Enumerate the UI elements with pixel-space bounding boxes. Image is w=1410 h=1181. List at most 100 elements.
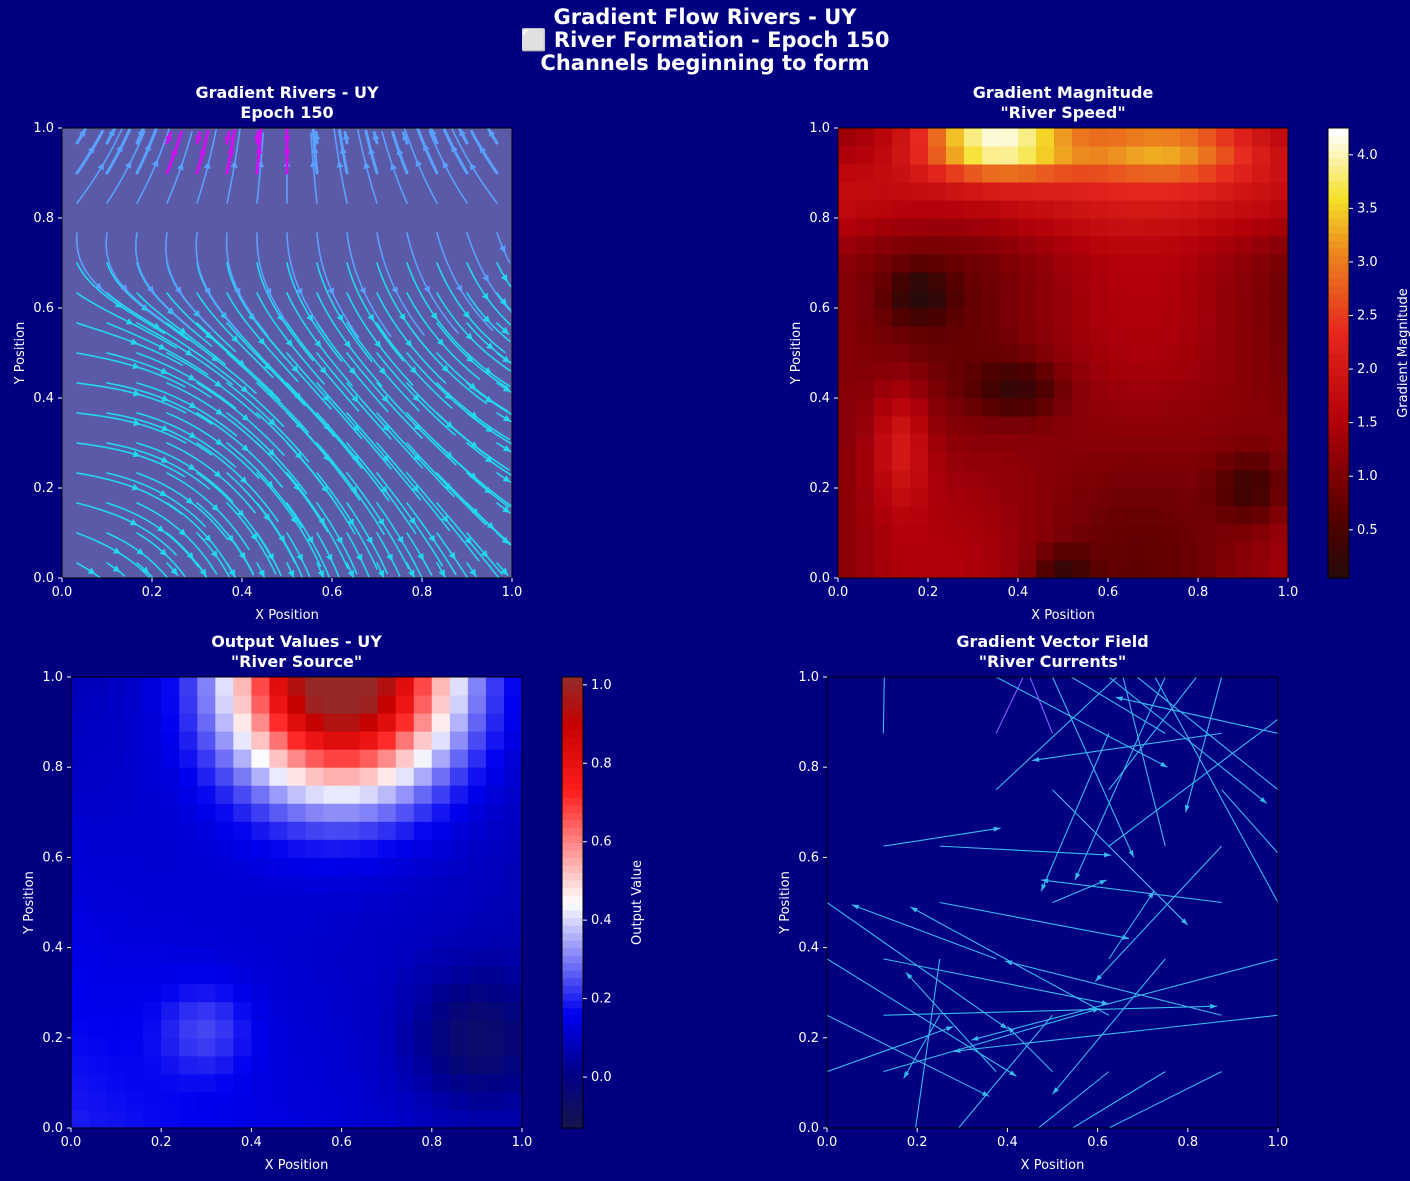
colorbar-tick-label: 0.4 <box>591 913 612 928</box>
heatmap-cell <box>197 1019 216 1039</box>
heatmap-cell <box>197 749 216 768</box>
heatmap-cell <box>503 1109 523 1129</box>
heatmap-cell <box>467 983 487 1003</box>
heatmap-cell <box>377 1109 397 1129</box>
heatmap-cell <box>251 947 270 967</box>
streamline-arrowhead <box>339 146 347 154</box>
heatmap-cell <box>485 1109 505 1129</box>
heatmap-cell <box>874 128 893 147</box>
streamline-arrowhead <box>417 552 424 561</box>
colorbar-tick-label: 2.0 <box>1357 362 1378 377</box>
streamline-arrowhead <box>501 326 509 335</box>
streamline-arrowhead <box>486 342 494 350</box>
heatmap-cell <box>982 506 1001 525</box>
heatmap-cell <box>107 785 126 804</box>
heatmap-cell <box>1018 254 1037 273</box>
heatmap-cell <box>1270 380 1289 399</box>
heatmap-cell <box>431 929 451 949</box>
heatmap-cell <box>215 677 234 696</box>
heatmap-cell <box>503 677 523 696</box>
heatmap-cell <box>107 1091 126 1111</box>
streamline-arrowhead <box>170 147 178 156</box>
colorbar-segment <box>1328 563 1349 572</box>
streamline-arrowhead <box>423 285 430 294</box>
streamline <box>256 532 282 577</box>
heatmap-cell <box>359 929 379 949</box>
streamline <box>346 262 404 362</box>
heatmap-cell <box>395 1019 415 1039</box>
heatmap-cell <box>1270 506 1289 525</box>
heatmap-cell <box>287 677 307 696</box>
heatmap-cell <box>395 767 415 786</box>
streamline <box>286 472 349 570</box>
streamline-arrowhead <box>372 132 380 141</box>
streamline-arrowhead <box>240 385 249 393</box>
heatmap-cell <box>467 1091 487 1111</box>
heatmap-cell <box>413 749 433 768</box>
streamline-arrowhead <box>230 160 238 169</box>
heatmap-cell <box>323 911 343 931</box>
heatmap-cell <box>413 875 433 894</box>
streamline <box>436 262 506 354</box>
heatmap-cell <box>964 416 983 435</box>
heatmap-cell <box>359 1109 379 1129</box>
heatmap-cell <box>377 965 397 985</box>
heatmap-cell <box>1000 326 1019 345</box>
colorbar-segment <box>562 722 583 731</box>
heatmap-cell <box>856 254 875 273</box>
streamline-arrowhead <box>468 382 477 390</box>
streamline <box>106 352 212 398</box>
streamline-arrowhead <box>348 367 356 375</box>
heatmap-cell <box>107 1055 126 1075</box>
streamline-arrowhead <box>160 367 169 375</box>
heatmap-cell <box>874 164 893 183</box>
heatmap-cell <box>946 398 965 417</box>
streamline <box>76 412 187 444</box>
heatmap-cell <box>377 1037 397 1057</box>
streamline <box>286 382 363 469</box>
heatmap-cell <box>1000 164 1019 183</box>
heatmap-cell <box>89 1073 108 1093</box>
streamline <box>195 232 241 335</box>
heatmap-cell <box>215 947 234 967</box>
heatmap-cell <box>1090 560 1109 579</box>
heatmap-cell <box>467 1001 487 1021</box>
heatmap-cell <box>305 749 325 768</box>
heatmap-cell <box>197 875 216 894</box>
heatmap-cell <box>215 875 234 894</box>
streamline-arrowhead <box>499 298 507 306</box>
heatmap-cell <box>449 1001 469 1021</box>
streamline-arrowhead <box>132 450 141 458</box>
heatmap-cell <box>946 506 965 525</box>
heatmap-cell <box>107 677 126 696</box>
streamline <box>316 262 373 363</box>
heatmap-cell <box>1270 560 1289 579</box>
streamline <box>316 292 383 387</box>
colorbar-segment <box>1328 173 1349 182</box>
heatmap-cell <box>982 182 1001 201</box>
heatmap-cell <box>1054 326 1073 345</box>
heatmap-cell <box>982 380 1001 399</box>
colorbar-segment <box>1328 240 1349 249</box>
heatmap-cell <box>71 821 90 840</box>
heatmap-cell <box>287 1109 307 1129</box>
heatmap-cell <box>323 947 343 967</box>
streamline-arrowhead <box>224 132 232 140</box>
colorbar-segment <box>1328 450 1349 459</box>
heatmap-cell <box>1162 326 1181 345</box>
streamline-arrowhead <box>294 392 302 400</box>
heatmap-cell <box>467 749 487 768</box>
colorbar-label: Gradient Magnitude <box>1396 288 1410 418</box>
heatmap-cell <box>1162 164 1181 183</box>
streamline <box>136 322 233 386</box>
quiver-arrow <box>939 901 1130 940</box>
heatmap-cell <box>143 893 162 913</box>
quiver-arrow <box>953 1014 1278 1052</box>
streamline-arrowhead <box>188 401 197 409</box>
heatmap-cell <box>107 965 126 985</box>
streamline <box>226 532 255 575</box>
y-tick-label: 0.0 <box>42 1121 63 1136</box>
heatmap-cell <box>1252 218 1271 237</box>
quiver-arrow <box>905 972 997 1072</box>
